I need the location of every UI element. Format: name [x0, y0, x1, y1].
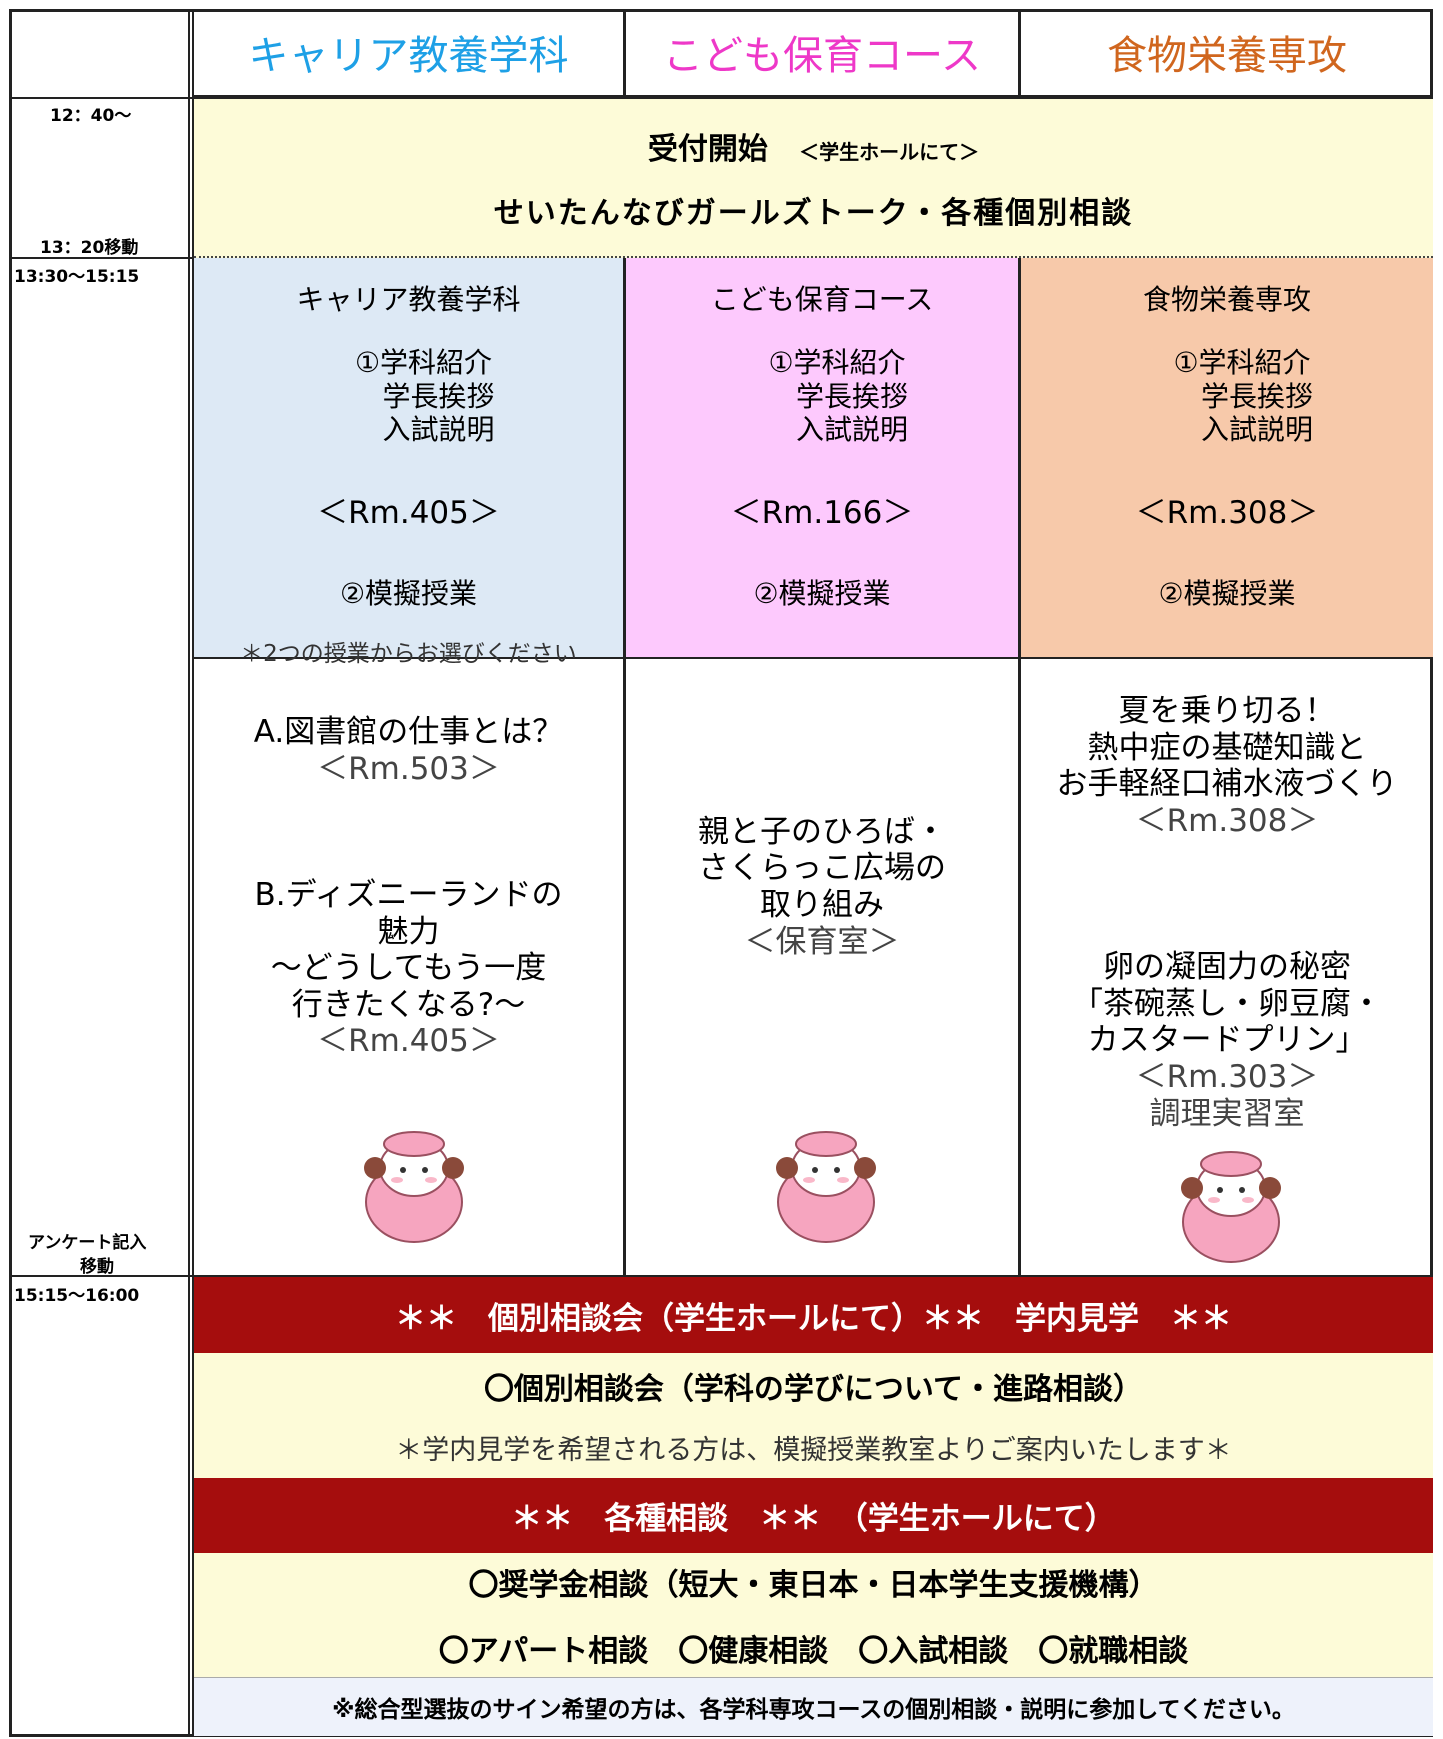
column-header: こども保育コース — [623, 9, 1018, 97]
class-group: 卵の凝固力の秘密 「茶碗蒸し・卵豆腐・ カスタードプリン」 ＜Rm.303＞ 調理実習室 — [1072, 949, 1382, 1132]
class-line: ＜Rm.308＞ — [1135, 802, 1319, 839]
class-line: A.図書館の仕事とは？ — [253, 713, 564, 750]
time: アンケート記入 — [28, 1233, 147, 1253]
session-name: こども保育コース — [710, 283, 934, 316]
class-line: ＜Rm.303＞ — [1135, 1059, 1319, 1096]
class-cell: A.図書館の仕事とは？ ＜Rm.503＞ B.ディズニーランドの 魅力 ～どうしてもう一… — [194, 659, 623, 1275]
class-line: 卵の凝固力の秘密 — [1103, 949, 1351, 986]
session-item: 入試説明 — [795, 413, 908, 447]
session: 食物栄養専攻 ①学科紹介 学長挨拶 入試説明 ＜Rm.308＞ ②模擬授業 — [1018, 258, 1433, 659]
class-line: 調理実習室 — [1149, 1095, 1305, 1132]
session-item: ①学科紹介 — [768, 346, 906, 379]
class-line: さくらっこ広場の — [698, 850, 946, 887]
consult-block: 〇奨学金相談（短大・東日本・日本学生支援機構） 〇アパート相談 〇健康相談 〇入… — [194, 1553, 1433, 1677]
scholarship: 〇奨学金相談（短大・東日本・日本学生支援機構） — [468, 1568, 1159, 1603]
room: ＜Rm.308＞ — [1135, 494, 1319, 531]
class-line: 取り組み — [760, 887, 884, 923]
consult-block: 〇個別相談会（学科の学びについて・進路相談） ＊学内見学を希望される方は、模擬授… — [194, 1353, 1433, 1478]
class-line: お手軽経口補水液づくり — [1056, 766, 1398, 803]
class-group: 親と子のひろば・ さくらっこ広場の 取り組み ＜保育室＞ — [698, 814, 946, 960]
column-header: キャリア教養学科 — [194, 9, 623, 97]
footnote: ※総合型選抜のサイン希望の方は、各学科専攻コースの個別相談・説明に参加してくださ… — [194, 1677, 1433, 1736]
session-item: 学長挨拶 — [382, 379, 495, 413]
reception-title: 受付開始 — [647, 131, 768, 167]
class-line: 親と子のひろば・ — [698, 813, 946, 850]
other-consults: 〇アパート相談 〇健康相談 〇入試相談 〇就職相談 — [438, 1634, 1189, 1669]
note: ＊2つの授業からお選びください — [240, 640, 577, 667]
reception-location: ＜学生ホールにて＞ — [799, 139, 980, 164]
sheep-illustration — [1180, 1151, 1281, 1263]
session-item: 入試説明 — [382, 413, 495, 447]
class-line: 熱中症の基礎知識と — [1087, 729, 1367, 766]
room: ＜Rm.405＞ — [317, 494, 500, 531]
class-group: A.図書館の仕事とは？ ＜Rm.503＞ — [254, 714, 564, 787]
class-line: B.ディズニーランドの — [254, 877, 563, 914]
class-line: 魅力 — [377, 913, 440, 950]
rule — [12, 1275, 192, 1277]
session-item: 学長挨拶 — [795, 379, 908, 413]
class-line: 「茶碗蒸し・卵豆腐・ — [1072, 985, 1382, 1022]
double-rule — [188, 9, 194, 1737]
class-line: ＜保育室＞ — [744, 923, 900, 960]
session-item: 学長挨拶 — [1200, 379, 1313, 413]
session-name: キャリア教養学科 — [296, 283, 521, 316]
time: 15:15～16:00 — [14, 1286, 140, 1306]
class-line: カスタードプリン」 — [1087, 1022, 1367, 1059]
column-header: 食物栄養専攻 — [1018, 9, 1433, 97]
class-group: B.ディズニーランドの 魅力 ～どうしてもう一度 行きたくなる?～ ＜Rm.405＞ — [255, 877, 563, 1060]
class-cell: 夏を乗り切る！ 熱中症の基礎知識と お手軽経口補水液づくり ＜Rm.308＞ 卵の凝固力… — [1018, 659, 1433, 1275]
class-line: 夏を乗り切る！ — [1118, 693, 1336, 729]
class-line: ＜Rm.503＞ — [317, 750, 500, 787]
room: ＜Rm.166＞ — [730, 494, 914, 531]
banner: ＊＊ 各種相談 ＊＊ （学生ホールにて） — [194, 1478, 1433, 1553]
class-line: ＜Rm.405＞ — [317, 1023, 500, 1060]
class-group: 夏を乗り切る！ 熱中症の基礎知識と お手軽経口補水液づくり ＜Rm.308＞ — [1057, 693, 1398, 839]
reception-subtitle: せいたんなびガールズトーク・各種個別相談 — [493, 195, 1134, 231]
rule — [12, 97, 192, 99]
time: 13：20移動 — [40, 238, 139, 258]
reception: 受付開始 ＜学生ホールにて＞ せいたんなびガールズトーク・各種個別相談 — [194, 97, 1433, 258]
banner: ＊＊ 個別相談会（学生ホールにて）＊＊ 学内見学 ＊＊ — [194, 1277, 1433, 1353]
time: 移動 — [80, 1257, 114, 1277]
session-item: ①学科紹介 — [1173, 346, 1311, 379]
class-line: 行きたくなる?～ — [291, 986, 526, 1023]
mock-class: ②模擬授業 — [339, 576, 478, 610]
session: こども保育コース ①学科紹介 学長挨拶 入試説明 ＜Rm.166＞ ②模擬授業 — [623, 258, 1018, 659]
sheep-illustration — [363, 1131, 464, 1243]
session-item: ①学科紹介 — [354, 346, 493, 379]
mock-class: ②模擬授業 — [753, 576, 891, 610]
session: キャリア教養学科 ①学科紹介 学長挨拶 入試説明 ＜Rm.405＞ ②模擬授業 ＊2つの授業… — [194, 258, 623, 667]
tour-note: ＊学内見学を希望される方は、模擬授業教室よりご案内いたします＊ — [395, 1435, 1232, 1466]
session-name: 食物栄養専攻 — [1142, 283, 1311, 316]
sheep-illustration — [775, 1131, 876, 1243]
mock-class: ②模擬授業 — [1158, 576, 1296, 610]
class-line: ～どうしてもう一度 — [270, 950, 547, 987]
consult: 〇個別相談会（学科の学びについて・進路相談） — [483, 1372, 1144, 1407]
time: 12：40～ — [50, 106, 132, 126]
time: 13:30～15:15 — [14, 267, 140, 287]
class-cell: 親と子のひろば・ さくらっこ広場の 取り組み ＜保育室＞ — [623, 659, 1018, 1275]
rule — [12, 257, 192, 259]
session-item: 入試説明 — [1200, 413, 1313, 447]
rule — [194, 1275, 1433, 1277]
